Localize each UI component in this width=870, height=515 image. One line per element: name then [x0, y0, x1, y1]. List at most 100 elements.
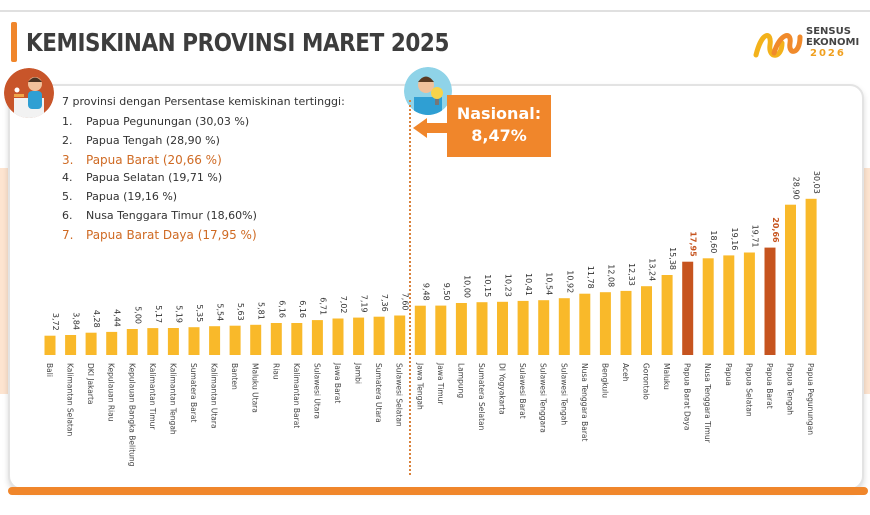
category-label: Aceh: [621, 363, 630, 382]
value-label: 12,33: [627, 263, 636, 286]
bar-sumatera-selatan: [476, 302, 488, 355]
bar-jawa-timur: [435, 305, 447, 355]
value-label: 5,17: [154, 305, 163, 323]
value-label: 4,44: [113, 309, 122, 327]
category-label: Banten: [230, 363, 239, 390]
bar-di-yogyakarta: [497, 301, 508, 355]
logo-text-ekonomi: EKONOMI: [806, 37, 860, 48]
bar-sulawesi-tengah: [558, 298, 570, 355]
list-item: 6. Nusa Tenggara Timur (18,60%): [62, 208, 257, 222]
value-label: 5,19: [174, 305, 183, 323]
bar-bengkulu: [599, 292, 611, 355]
bar-kepulauan-bangka-belitung: [126, 329, 138, 355]
category-label: Sulawesi Selatan: [395, 363, 404, 427]
value-label: 13,24: [648, 258, 657, 281]
value-label: 30,03: [812, 171, 821, 194]
bar-kalimantan-tengah: [167, 328, 179, 355]
value-label: 6,16: [298, 300, 307, 318]
value-label: 5,00: [133, 306, 142, 324]
list-item: 2. Papua Tengah (28,90 %): [62, 133, 220, 147]
category-label: Papua: [724, 363, 733, 386]
list-item: 5. Papua (19,16 %): [62, 190, 178, 204]
bar-riau: [270, 323, 282, 355]
category-label: Sulawesi Utara: [312, 363, 321, 419]
value-label: 15,38: [668, 247, 677, 270]
value-label: 28,90: [792, 177, 801, 200]
category-label: Sumatera Barat: [189, 363, 198, 422]
value-label: 9,50: [442, 283, 451, 301]
bar-bali: [44, 335, 56, 355]
value-label: 17,95: [689, 231, 698, 257]
logo-text-year: 2026: [810, 48, 846, 59]
value-label: 5,63: [236, 303, 245, 321]
list-item: 4. Papua Selatan (19,71 %): [62, 171, 223, 185]
bar-papua-pegunungan: [805, 198, 817, 355]
value-label: 6,16: [277, 300, 286, 318]
top7-intro: 7 provinsi dengan Persentase kemiskinan …: [62, 95, 345, 108]
value-label: 7,60: [401, 293, 410, 311]
value-label: 5,35: [195, 304, 204, 322]
category-label: Sulawesi Tengah: [559, 363, 568, 425]
category-label: Kalimantan Selatan: [66, 363, 75, 436]
bar-papua-barat-daya: [682, 261, 694, 355]
bar-sulawesi-selatan: [394, 315, 406, 355]
category-label: Bali: [45, 363, 54, 377]
category-label: Nusa Tenggara Barat: [580, 363, 589, 442]
value-label: 12,08: [606, 264, 615, 287]
presenter-avatar-left: [4, 68, 54, 118]
category-label: Bengkulu: [600, 363, 609, 398]
bar-gorontalo: [641, 286, 652, 355]
bar-maluku-utara: [250, 324, 262, 355]
category-label: Papua Pegunungan: [806, 363, 815, 435]
category-label: Sumatera Selatan: [477, 363, 486, 431]
category-label: Kalimantan Timur: [148, 363, 157, 430]
nasional-value: 8,47%: [471, 126, 527, 145]
nasional-label: Nasional:: [456, 104, 542, 123]
bar-banten: [229, 325, 241, 355]
bar-lampung: [455, 303, 467, 355]
title-accent-bar: [11, 22, 17, 62]
bar-nusa-tenggara-timur: [702, 258, 714, 355]
presenter-avatar-nasional: [404, 67, 452, 115]
value-label: 7,02: [339, 296, 348, 314]
category-label: Papua Barat Daya: [683, 363, 692, 430]
category-label: DI Yogyakarta: [498, 363, 507, 415]
bar-sulawesi-utara: [311, 320, 323, 355]
category-label: Jawa Tengah: [415, 362, 424, 410]
category-label: Papua Selatan: [744, 363, 753, 417]
top-divider: [0, 10, 870, 12]
bar-jawa-barat: [332, 318, 344, 355]
category-label: Kepulauan Riau: [107, 363, 116, 422]
bar-nusa-tenggara-barat: [579, 293, 591, 355]
category-label: Maluku: [662, 363, 671, 390]
bar-maluku: [661, 275, 673, 355]
nasional-reference-line: [409, 100, 411, 475]
bar-papua-selatan: [743, 252, 755, 355]
value-label: 19,71: [750, 225, 759, 248]
page-title: KEMISKINAN PROVINSI MARET 2025: [26, 28, 449, 57]
category-label: Riau: [271, 363, 280, 380]
value-label: 10,41: [524, 273, 533, 296]
value-label: 5,81: [257, 302, 266, 320]
value-label: 10,54: [545, 272, 554, 295]
value-label: 4,28: [92, 310, 101, 328]
bar-sumatera-barat: [188, 327, 200, 355]
list-item-highlighted: 3. Papua Barat (20,66 %): [62, 152, 222, 167]
value-label: 9,48: [421, 283, 430, 301]
value-label: 19,16: [730, 227, 739, 250]
category-label: Maluku Utara: [251, 363, 260, 413]
bar-kepulauan-riau: [106, 331, 118, 355]
value-label: 5,54: [216, 303, 225, 321]
value-label: 18,60: [709, 230, 718, 253]
value-label: 7,19: [360, 295, 369, 313]
list-item-highlighted: 7. Papua Barat Daya (17,95 %): [62, 227, 257, 242]
value-label: 3,72: [51, 313, 60, 331]
category-label: Jambi: [354, 362, 363, 384]
category-label: Kepulauan Bangka Belitung: [127, 363, 136, 467]
category-label: Papua Tengah: [786, 363, 795, 415]
category-label: Sulawesi Tenggara: [539, 363, 548, 433]
list-item: 1. Papua Pegunungan (30,03 %): [62, 115, 250, 128]
category-label: DKI Jakarta: [86, 363, 95, 405]
bar-jawa-tengah: [414, 305, 426, 355]
